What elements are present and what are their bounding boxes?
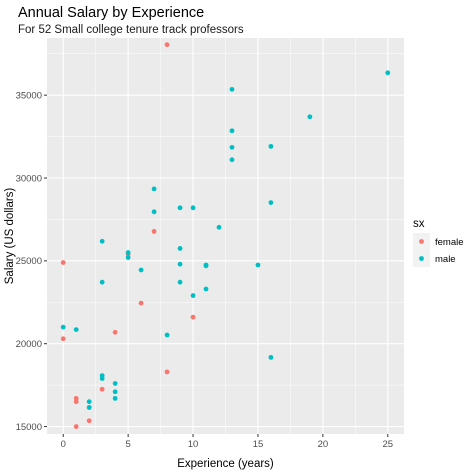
male-point bbox=[73, 327, 79, 333]
female-point bbox=[73, 395, 79, 401]
male-point bbox=[125, 250, 131, 255]
male-point bbox=[203, 286, 209, 292]
female-point bbox=[138, 300, 144, 306]
chart-title: Annual Salary by Experience bbox=[18, 5, 204, 21]
y-tick-label: 30000 bbox=[16, 173, 42, 184]
male-point bbox=[268, 143, 274, 149]
x-tick-label: 0 bbox=[61, 439, 66, 450]
major-gridlines bbox=[47, 38, 404, 434]
male-point bbox=[229, 144, 235, 150]
female-point bbox=[164, 369, 170, 375]
legend-male-marker bbox=[419, 256, 424, 261]
male-point bbox=[216, 224, 222, 230]
legend-male-label: male bbox=[435, 254, 456, 265]
y-tick-label: 20000 bbox=[16, 339, 42, 350]
male-point bbox=[125, 255, 131, 260]
male-point bbox=[151, 186, 157, 192]
male-point bbox=[385, 70, 391, 76]
female-point bbox=[151, 229, 157, 234]
male-point bbox=[60, 324, 66, 330]
legend: sx female male bbox=[413, 218, 464, 267]
female-point bbox=[164, 42, 170, 48]
male-point bbox=[229, 157, 235, 163]
male-point bbox=[268, 354, 274, 360]
y-axis-ticks: 15000 20000 25000 30000 35000 bbox=[16, 90, 47, 433]
y-tick-label: 35000 bbox=[16, 90, 42, 101]
male-point bbox=[190, 205, 196, 211]
chart-subtitle: For 52 Small college tenure track profes… bbox=[18, 24, 244, 36]
male-point bbox=[151, 209, 157, 215]
male-point bbox=[255, 262, 261, 268]
x-tick-label: 10 bbox=[188, 439, 199, 450]
male-point bbox=[112, 395, 118, 401]
female-point bbox=[60, 336, 66, 342]
male-point bbox=[164, 332, 170, 338]
female-point bbox=[190, 314, 196, 320]
male-point bbox=[99, 279, 105, 285]
data-points bbox=[60, 42, 391, 429]
male-point bbox=[229, 86, 235, 92]
male-point bbox=[177, 205, 183, 211]
x-tick-label: 15 bbox=[253, 439, 264, 450]
male-point bbox=[99, 238, 105, 244]
male-point bbox=[138, 267, 144, 273]
male-point bbox=[112, 381, 118, 386]
female-point bbox=[99, 386, 105, 392]
female-point bbox=[112, 329, 118, 335]
y-tick-label: 25000 bbox=[16, 256, 42, 267]
male-point bbox=[99, 376, 105, 381]
male-point bbox=[268, 200, 274, 205]
male-point bbox=[203, 263, 209, 269]
minor-gridlines bbox=[47, 38, 404, 434]
y-axis-title: Salary (US dollars) bbox=[4, 188, 16, 285]
x-axis-title: Experience (years) bbox=[177, 458, 274, 470]
female-point bbox=[86, 418, 92, 424]
x-tick-label: 5 bbox=[125, 439, 130, 450]
legend-title: sx bbox=[413, 218, 425, 230]
x-tick-label: 20 bbox=[318, 439, 329, 450]
male-point bbox=[307, 114, 313, 120]
female-point bbox=[73, 424, 79, 429]
legend-female-marker bbox=[419, 239, 424, 244]
male-point bbox=[86, 405, 92, 410]
male-point bbox=[229, 128, 235, 134]
x-axis-ticks: 0 5 10 15 20 25 bbox=[61, 434, 393, 450]
male-point bbox=[177, 246, 183, 251]
y-tick-label: 15000 bbox=[16, 422, 42, 433]
male-point bbox=[190, 293, 196, 298]
male-point bbox=[177, 279, 183, 285]
x-tick-label: 25 bbox=[382, 439, 393, 450]
male-point bbox=[112, 389, 118, 395]
female-point bbox=[73, 399, 79, 405]
female-point bbox=[60, 260, 66, 265]
male-point bbox=[177, 261, 183, 267]
legend-female-label: female bbox=[435, 237, 464, 248]
male-point bbox=[86, 399, 92, 405]
